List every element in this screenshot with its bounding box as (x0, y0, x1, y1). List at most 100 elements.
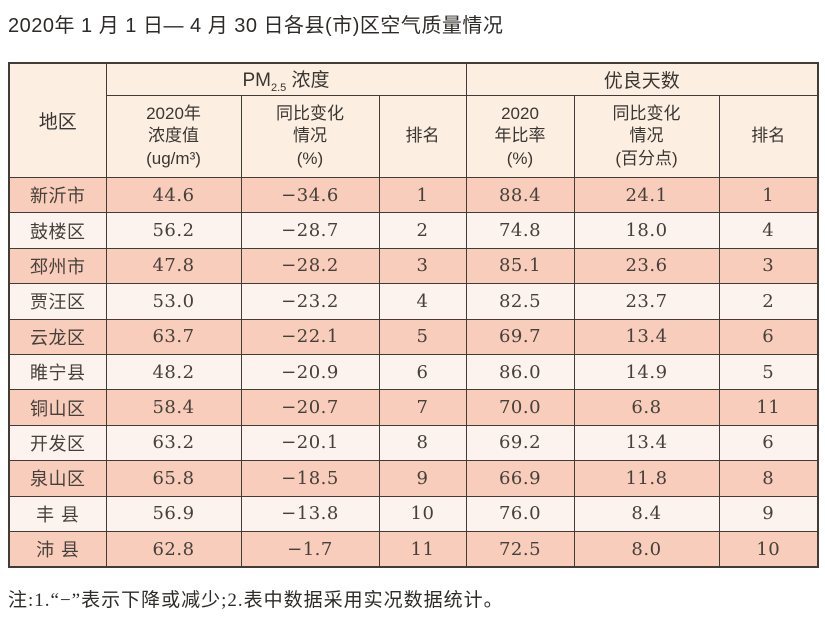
pm-change-cell: −13.8 (240, 495, 380, 532)
ratio-change-cell: 8.4 (573, 495, 720, 532)
col-header-ratio-change: 同比变化 情况 (百分点) (573, 95, 720, 178)
pm-rank-cell: 10 (378, 495, 467, 532)
ratio-cell: 66.9 (465, 460, 575, 497)
ratio-rank-cell: 6 (718, 318, 819, 355)
sub-header-row: 2020年 浓度值 (ug/m³) 同比变化 情况 (%) 排名 2020 年比… (9, 95, 819, 178)
col-header-pm-rank: 排名 (378, 95, 467, 178)
pm-rank-cell: 4 (378, 283, 467, 320)
pm25-label-prefix: PM (242, 70, 271, 92)
region-cell: 新沂市 (8, 176, 107, 214)
region-cell: 邳州市 (8, 247, 107, 285)
ratio-change-cell: 23.6 (573, 247, 720, 285)
ratio-change-cell: 13.4 (573, 424, 720, 462)
pm-value-cell: 58.4 (105, 389, 242, 426)
pm-change-cell: −20.7 (240, 389, 380, 426)
pm25-label-suffix: 浓度 (286, 70, 330, 92)
region-cell: 沛 县 (8, 530, 107, 568)
table-row: 开发区 63.2 −20.1 8 69.2 13.4 6 (8, 424, 819, 462)
pm-value-cell: 47.8 (105, 247, 242, 285)
pm-value-cell: 44.6 (105, 176, 242, 214)
pm-rank-cell: 2 (378, 212, 467, 249)
ratio-rank-cell: 8 (718, 460, 819, 497)
ratio-cell: 74.8 (465, 212, 575, 249)
ratio-change-cell: 11.8 (573, 460, 720, 497)
col-header-region: 地区 (8, 62, 107, 178)
pm-rank-cell: 6 (378, 353, 467, 391)
footnote: 注:1.“−”表示下降或减少;2.表中数据采用实况数据统计。 (8, 590, 504, 611)
pm-value-cell: 56.2 (105, 212, 242, 249)
ratio-cell: 69.2 (465, 424, 575, 462)
ratio-cell: 86.0 (465, 353, 575, 391)
pm-rank-cell: 5 (378, 318, 467, 355)
table-row: 丰 县 56.9 −13.8 10 76.0 8.4 9 (8, 495, 819, 532)
ratio-change-cell: 13.4 (573, 318, 720, 355)
pm-change-cell: −18.5 (240, 460, 380, 497)
table-row: 泉山区 65.8 −18.5 9 66.9 11.8 8 (8, 460, 819, 497)
region-cell: 睢宁县 (8, 353, 107, 391)
region-cell: 铜山区 (8, 389, 107, 426)
col-header-pm-value: 2020年 浓度值 (ug/m³) (105, 95, 242, 178)
pm-change-cell: −20.1 (240, 424, 380, 462)
ratio-cell: 69.7 (465, 318, 575, 355)
ratio-rank-cell: 9 (718, 495, 819, 532)
ratio-change-cell: 8.0 (573, 530, 720, 568)
region-cell: 云龙区 (8, 318, 107, 355)
pm-change-cell: −20.9 (240, 353, 380, 391)
table-row: 新沂市 44.6 −34.6 1 88.4 24.1 1 (8, 176, 819, 214)
ratio-rank-cell: 1 (718, 176, 819, 214)
pm25-label-subscript: 2.5 (270, 81, 287, 94)
table-row: 贾汪区 53.0 −23.2 4 82.5 23.7 2 (8, 283, 819, 320)
col-header-ratio-rank: 排名 (718, 95, 819, 178)
group-header-row: 地区 PM2.5 浓度 优良天数 (8, 62, 819, 178)
pm-rank-cell: 7 (378, 389, 467, 426)
pm-value-cell: 56.9 (105, 495, 242, 532)
pm-change-cell: −1.7 (240, 530, 380, 568)
col-header-pm-change: 同比变化 情况 (%) (240, 95, 380, 178)
pm-change-cell: −34.6 (240, 176, 380, 214)
pm-change-cell: −28.2 (240, 247, 380, 285)
pm-rank-cell: 1 (378, 176, 467, 214)
air-quality-table: 地区 PM2.5 浓度 优良天数 2020年 浓度值 (ug/m³) 同比变化 … (8, 62, 820, 569)
pm-change-cell: −22.1 (240, 318, 380, 355)
ratio-rank-cell: 3 (718, 247, 819, 285)
ratio-change-cell: 24.1 (573, 176, 720, 214)
col-group-pm25: PM2.5 浓度 (105, 62, 467, 96)
pm-rank-cell: 9 (378, 460, 467, 497)
ratio-rank-cell: 10 (718, 530, 819, 568)
ratio-change-cell: 14.9 (573, 353, 720, 391)
ratio-rank-cell: 11 (718, 389, 819, 426)
ratio-change-cell: 18.0 (573, 212, 720, 249)
region-cell: 贾汪区 (8, 283, 107, 320)
region-cell: 泉山区 (8, 460, 107, 497)
pm-value-cell: 62.8 (105, 530, 242, 568)
table-row: 云龙区 63.7 −22.1 5 69.7 13.4 6 (8, 318, 819, 355)
table-row: 睢宁县 48.2 −20.9 6 86.0 14.9 5 (8, 353, 819, 391)
ratio-cell: 72.5 (465, 530, 575, 568)
table-row: 铜山区 58.4 −20.7 7 70.0 6.8 11 (8, 389, 819, 426)
ratio-rank-cell: 6 (718, 424, 819, 462)
col-group-good-days: 优良天数 (465, 62, 819, 96)
table-body: 新沂市 44.6 −34.6 1 88.4 24.1 1 鼓楼区 56.2 −2… (8, 176, 819, 568)
ratio-cell: 82.5 (465, 283, 575, 320)
pm-change-cell: −28.7 (240, 212, 380, 249)
pm-value-cell: 53.0 (105, 283, 242, 320)
ratio-change-cell: 6.8 (573, 389, 720, 426)
pm-value-cell: 63.2 (105, 424, 242, 462)
table-header: 地区 PM2.5 浓度 优良天数 2020年 浓度值 (ug/m³) 同比变化 … (8, 62, 819, 178)
pm-change-cell: −23.2 (240, 283, 380, 320)
region-cell: 丰 县 (8, 495, 107, 532)
pm-value-cell: 65.8 (105, 460, 242, 497)
page-title: 2020年 1 月 1 日— 4 月 30 日各县(市)区空气质量情况 (8, 15, 504, 37)
ratio-cell: 88.4 (465, 176, 575, 214)
table-row: 鼓楼区 56.2 −28.7 2 74.8 18.0 4 (8, 212, 819, 249)
ratio-rank-cell: 2 (718, 283, 819, 320)
ratio-cell: 76.0 (465, 495, 575, 532)
table-row: 邳州市 47.8 −28.2 3 85.1 23.6 3 (8, 247, 819, 285)
pm-value-cell: 63.7 (105, 318, 242, 355)
table-row: 沛 县 62.8 −1.7 11 72.5 8.0 10 (8, 530, 819, 568)
pm-rank-cell: 8 (378, 424, 467, 462)
ratio-rank-cell: 4 (718, 212, 819, 249)
pm-rank-cell: 11 (378, 530, 467, 568)
region-cell: 鼓楼区 (8, 212, 107, 249)
pm-value-cell: 48.2 (105, 353, 242, 391)
